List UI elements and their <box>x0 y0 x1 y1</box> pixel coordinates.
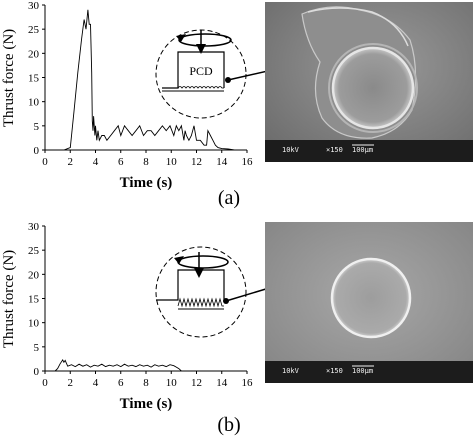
hole-rim-shadow <box>328 43 418 133</box>
y-tick-label: 0 <box>34 145 40 157</box>
tool-label: PCD <box>189 64 213 78</box>
y-tick-label: 20 <box>28 48 40 60</box>
rotation-arrowhead <box>176 34 186 42</box>
x-tick-label: 16 <box>242 156 254 168</box>
y-axis-label-a: Thrust force (N) <box>1 29 17 127</box>
x-tick-label: 4 <box>93 377 99 389</box>
x-tick-labels-b: 0 2 4 6 8 10 12 14 16 <box>42 377 253 389</box>
sem-magnification: ×150 <box>326 146 343 154</box>
y-tick-label: 10 <box>28 97 40 109</box>
y-tick-label: 25 <box>28 245 40 257</box>
tick-marks-a <box>42 4 248 153</box>
sem-scale-bar-label: 100μm <box>352 146 373 154</box>
thrust-force-chart-b: 0 2 4 6 8 10 12 14 16 0 5 10 15 20 25 30 Time (s) Thru… <box>1 221 343 436</box>
y-tick-label: 25 <box>28 24 40 36</box>
sem-scale-bar-label: 100μm <box>352 367 373 375</box>
x-tick-label: 10 <box>166 156 178 168</box>
drill-schematic-inset-a: PCD <box>155 29 348 119</box>
feed-arrowhead <box>194 268 204 278</box>
x-tick-label: 2 <box>68 377 74 389</box>
y-axis-label-b: Thrust force (N) <box>1 250 17 348</box>
x-tick-label: 2 <box>68 156 74 168</box>
sem-magnification: ×150 <box>326 367 343 375</box>
cut-wave <box>177 297 224 308</box>
x-tick-labels-a: 0 2 4 6 8 10 12 14 16 <box>42 156 253 168</box>
sem-micrograph-b: 10kV ×150 100μm <box>265 222 473 383</box>
y-tick-label: 5 <box>34 121 40 133</box>
x-tick-label: 6 <box>118 377 124 389</box>
feed-arrowhead <box>196 44 206 54</box>
y-tick-label: 30 <box>28 0 40 12</box>
y-tick-label: 20 <box>28 269 40 281</box>
delamination-edge <box>307 7 409 47</box>
x-tick-label: 0 <box>42 377 48 389</box>
sem-info-bar <box>265 361 473 383</box>
x-tick-label: 10 <box>166 377 178 389</box>
x-tick-label: 12 <box>191 377 202 389</box>
y-tick-label: 30 <box>28 221 40 233</box>
tick-marks-b <box>42 225 248 374</box>
thrust-force-series-a <box>45 9 235 151</box>
y-tick-label: 15 <box>28 294 40 306</box>
drilled-hole <box>330 257 412 339</box>
y-tick-label: 10 <box>28 318 40 330</box>
x-tick-label: 6 <box>118 156 124 168</box>
sem-voltage: 10kV <box>282 146 300 154</box>
y-tick-label: 5 <box>34 342 40 354</box>
inset-dashed-circle <box>155 246 247 338</box>
x-tick-label: 8 <box>143 377 149 389</box>
x-tick-label: 4 <box>93 156 99 168</box>
x-axis-label-a: Time (s) <box>120 175 173 191</box>
drilled-hole <box>331 46 415 130</box>
x-tick-label: 14 <box>216 156 228 168</box>
workpiece-outline <box>156 269 225 301</box>
sem-voltage: 10kV <box>282 367 300 375</box>
panel-label-a: (a) <box>218 187 240 209</box>
cut-wave <box>177 86 224 89</box>
x-axis-label-b: Time (s) <box>120 396 173 412</box>
x-tick-label: 16 <box>242 377 254 389</box>
y-tick-label: 15 <box>28 73 40 85</box>
x-tick-label: 14 <box>216 377 228 389</box>
thrust-force-series-b <box>45 359 197 372</box>
sem-info-bar <box>265 140 473 162</box>
x-tick-label: 8 <box>143 156 149 168</box>
sem-micrograph-a: 10kV ×150 100μm <box>265 2 473 162</box>
x-tick-label: 12 <box>191 156 202 168</box>
workpiece-outline <box>162 51 225 89</box>
y-tick-labels-b: 0 5 10 15 20 25 30 <box>28 221 40 378</box>
y-tick-labels-a: 0 5 10 15 20 25 30 <box>28 0 40 157</box>
y-tick-label: 0 <box>34 366 40 378</box>
panel-label-b: (b) <box>217 414 240 436</box>
rotation-arrowhead <box>174 256 184 264</box>
thrust-force-chart-a: 0 2 4 6 8 10 12 14 16 0 5 10 15 20 25 30 Time (s) Thru… <box>1 0 348 209</box>
x-tick-label: 0 <box>42 156 48 168</box>
